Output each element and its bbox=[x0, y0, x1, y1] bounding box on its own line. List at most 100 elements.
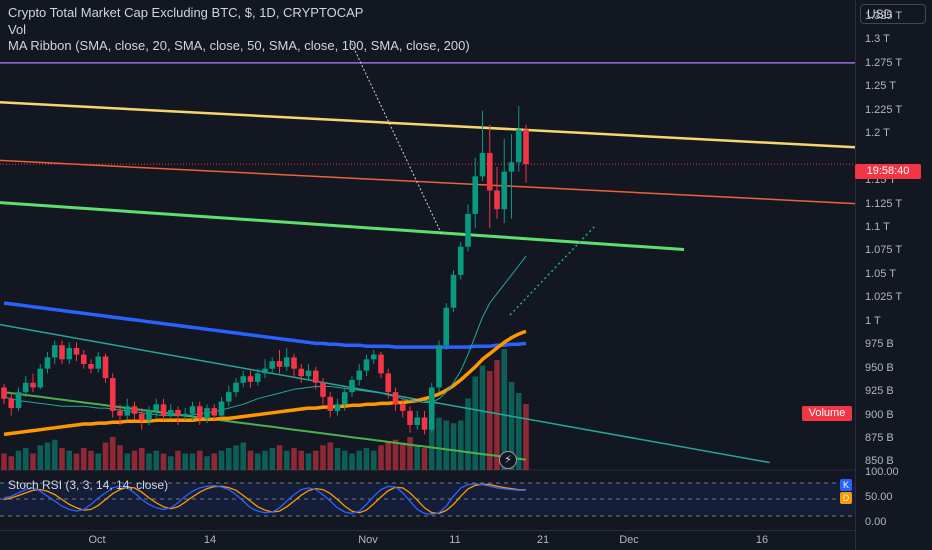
trend-line-teal bbox=[0, 323, 770, 464]
candle-body bbox=[218, 401, 225, 416]
candle-body bbox=[291, 357, 297, 369]
candle-body bbox=[508, 162, 515, 172]
volume-bar bbox=[66, 450, 73, 470]
time-tick: 21 bbox=[536, 534, 550, 546]
volume-bar bbox=[124, 453, 131, 470]
stoch-d-line bbox=[3, 483, 527, 515]
candle-body bbox=[450, 274, 457, 308]
trend-line-yellow bbox=[0, 101, 855, 149]
lightning-icon[interactable]: ⚡ bbox=[499, 451, 517, 469]
volume-badge: Volume bbox=[802, 406, 852, 421]
candle-body bbox=[283, 357, 290, 367]
price-tick: 1.325 T bbox=[865, 9, 903, 22]
price-tick: 1.275 T bbox=[865, 56, 903, 69]
candle-body bbox=[407, 410, 413, 425]
candle-body bbox=[399, 404, 406, 411]
candle-body bbox=[153, 404, 160, 411]
candle-body bbox=[356, 370, 363, 380]
time-axis[interactable]: Oct 14 Nov 11 21 Dec 16 bbox=[0, 530, 855, 550]
volume-bar bbox=[262, 450, 268, 470]
price-tick: 1.125 T bbox=[865, 197, 903, 210]
candle-body bbox=[305, 370, 312, 377]
volume-bar bbox=[51, 439, 58, 470]
volume-bar bbox=[305, 453, 312, 470]
candle-body bbox=[349, 379, 355, 393]
volume-bar bbox=[44, 442, 51, 470]
volume-bar bbox=[153, 450, 160, 470]
volume-bar bbox=[254, 453, 261, 470]
volume-bar bbox=[501, 349, 508, 470]
volume-bar bbox=[138, 448, 145, 470]
candle-body bbox=[146, 410, 152, 421]
volume-bar bbox=[378, 445, 384, 470]
candle-body bbox=[204, 408, 210, 419]
time-tick: 11 bbox=[449, 534, 461, 546]
candle-body bbox=[443, 307, 450, 346]
volume-bar bbox=[1, 453, 7, 470]
price-tick: 1.025 T bbox=[865, 291, 903, 304]
candle-body bbox=[102, 356, 109, 379]
ma50-line bbox=[3, 329, 527, 437]
stoch-d-badge: D bbox=[840, 492, 852, 504]
volume-bar bbox=[88, 450, 94, 470]
price-tick: 950 B bbox=[865, 361, 894, 374]
candle-body bbox=[370, 354, 377, 360]
countdown-badge: 19:58:40 bbox=[855, 164, 921, 179]
candle-body bbox=[465, 213, 471, 247]
volume-bar bbox=[312, 450, 319, 470]
time-tick: Nov bbox=[358, 534, 378, 546]
volume-bar bbox=[218, 450, 225, 470]
price-tick: 1.1 T bbox=[865, 220, 890, 233]
volume-bar bbox=[233, 445, 239, 470]
price-chart[interactable] bbox=[0, 0, 855, 530]
volume-bar bbox=[37, 445, 44, 470]
candle-body bbox=[189, 406, 196, 414]
price-tick: 1.05 T bbox=[865, 267, 896, 280]
symbol-title[interactable]: Crypto Total Market Cap Excluding BTC, $… bbox=[8, 5, 364, 20]
volume-bar bbox=[131, 450, 138, 470]
candle-body bbox=[486, 152, 493, 191]
volume-bar bbox=[341, 450, 348, 470]
volume-legend[interactable]: Vol bbox=[8, 22, 27, 37]
volume-bar bbox=[450, 423, 457, 470]
candle-body bbox=[428, 387, 435, 430]
time-tick: 14 bbox=[203, 534, 217, 546]
stoch-rsi-legend[interactable]: Stoch RSI (3, 3, 14, 14, close) bbox=[8, 478, 169, 492]
candle-body bbox=[240, 376, 247, 383]
candle-body bbox=[30, 382, 36, 388]
candle-body bbox=[320, 382, 326, 397]
candle-body bbox=[182, 413, 189, 416]
candle-body bbox=[167, 409, 174, 416]
candle-body bbox=[276, 361, 283, 367]
projection-line-teal bbox=[509, 224, 597, 316]
volume-bar bbox=[414, 445, 421, 470]
candle-body bbox=[414, 417, 421, 425]
price-tick: 850 B bbox=[865, 455, 894, 468]
candle-body bbox=[494, 190, 500, 210]
volume-bar bbox=[160, 453, 167, 470]
volume-bar bbox=[8, 456, 15, 470]
candle-body bbox=[233, 382, 239, 393]
volume-bar bbox=[320, 445, 326, 470]
volume-bar bbox=[247, 450, 254, 470]
candle-body bbox=[8, 398, 15, 409]
chart-area[interactable]: Crypto Total Market Cap Excluding BTC, $… bbox=[0, 0, 855, 530]
price-axis[interactable]: 1.325 T 1.3 T 1.275 T 1.25 T 1.225 T 1.2 T 1.1… bbox=[855, 0, 932, 550]
volume-bar bbox=[327, 442, 334, 470]
candle-body bbox=[341, 392, 348, 405]
volume-bar bbox=[298, 450, 305, 470]
stoch-tick: 0.00 bbox=[865, 516, 887, 528]
candle-body bbox=[254, 373, 261, 382]
trend-line-green bbox=[0, 201, 685, 252]
stoch-tick: 50.00 bbox=[865, 491, 893, 503]
candle-body bbox=[22, 382, 29, 393]
volume-bar bbox=[465, 398, 471, 470]
price-tick: 1.2 T bbox=[865, 127, 890, 140]
price-tick: 875 B bbox=[865, 432, 894, 445]
candle-body bbox=[66, 348, 73, 360]
volume-bar bbox=[175, 450, 181, 470]
volume-bar bbox=[443, 420, 450, 470]
candle-body bbox=[225, 392, 232, 402]
currency-button[interactable]: USD bbox=[860, 4, 926, 24]
ma-ribbon-legend[interactable]: MA Ribbon (SMA, close, 20, SMA, close, 5… bbox=[8, 38, 470, 53]
